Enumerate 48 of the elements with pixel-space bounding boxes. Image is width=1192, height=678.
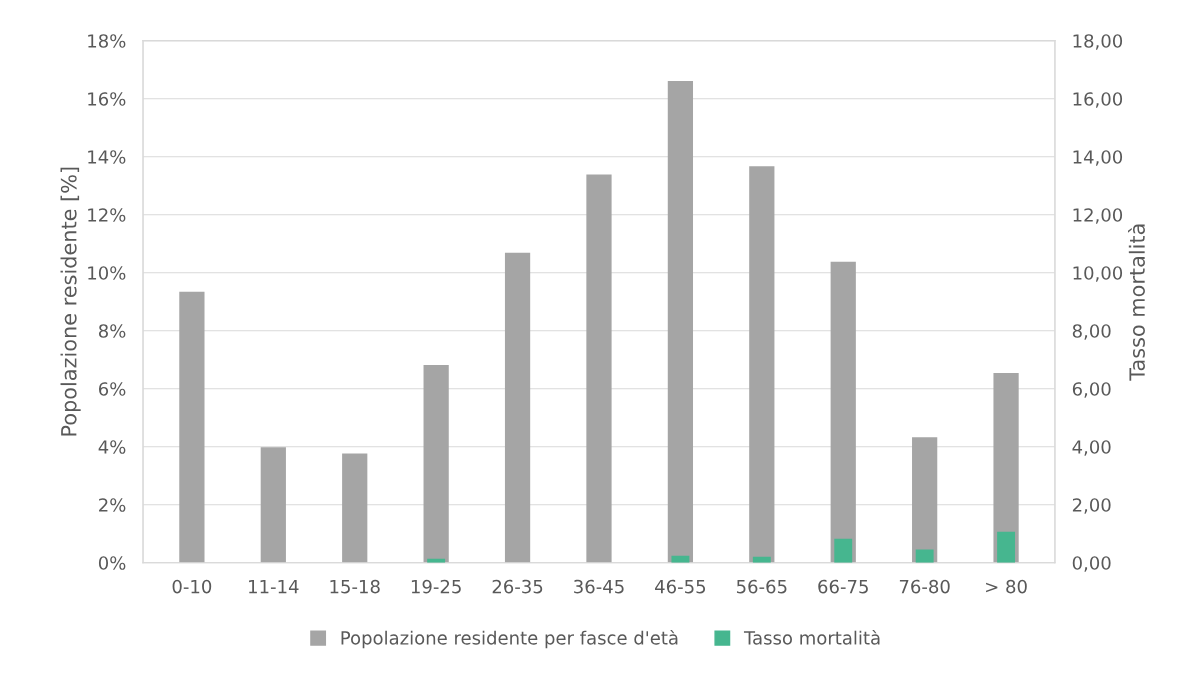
bar — [423, 364, 449, 563]
x-tick-label: 11-14 — [249, 579, 299, 594]
y2-tick-label: 4,00 — [1072, 440, 1111, 456]
bar — [667, 80, 694, 563]
y-tick-label: 2% — [99, 498, 126, 512]
x-tick-label: 56-65 — [736, 579, 787, 594]
bar — [830, 261, 856, 563]
legend-label: Popolazione residente per fasce d'età — [341, 629, 678, 649]
y2-tick-label: 8,00 — [1072, 324, 1111, 340]
y-tick-label: 12% — [88, 208, 126, 222]
y-tick-label: 4% — [98, 440, 126, 454]
bar — [997, 531, 1016, 563]
bar — [749, 166, 775, 563]
bar — [915, 549, 934, 563]
x-tick-label: 76-80 — [899, 579, 950, 594]
legend-label: Tasso mortalità — [743, 629, 880, 645]
y-tick-label: 14% — [88, 150, 126, 164]
y2-tick-label: 0,00 — [1072, 556, 1111, 572]
y-tick-label: 18% — [88, 34, 126, 48]
bar — [586, 174, 612, 563]
bar — [912, 437, 938, 563]
bar — [342, 453, 368, 563]
y2-tick-label: 10,00 — [1073, 266, 1123, 282]
y2-tick-label: 18,00 — [1073, 34, 1123, 50]
y-axis-title: Popolazione residente [%] — [60, 167, 81, 436]
y2-tick-label: 12,00 — [1073, 208, 1123, 224]
y2-tick-label: 16,00 — [1073, 92, 1123, 108]
x-tick-label: 0-10 — [172, 579, 212, 594]
x-tick-label: 26-35 — [492, 579, 543, 594]
y2-tick-label: 14,00 — [1073, 150, 1123, 166]
y-tick-label: 6% — [98, 382, 126, 396]
x-tick-label: > 80 — [986, 579, 1027, 594]
x-tick-label: 36-45 — [574, 579, 624, 594]
bar — [260, 447, 286, 563]
y-tick-label: 16% — [88, 92, 126, 106]
x-tick-label: 46-55 — [655, 579, 706, 594]
y-tick-label: 8% — [98, 324, 126, 338]
x-tick-label: 19-25 — [411, 579, 461, 594]
bar — [504, 252, 531, 563]
x-tick-label: 15-18 — [330, 579, 380, 594]
y-tick-label: 10% — [88, 266, 126, 280]
y2-axis-title: Tasso mortalità — [1128, 224, 1145, 381]
y2-tick-label: 6,00 — [1072, 382, 1111, 398]
bar — [179, 291, 205, 563]
y-tick-label: 0% — [98, 556, 126, 570]
y2-tick-label: 2,00 — [1072, 498, 1111, 514]
bar — [834, 538, 853, 563]
x-tick-label: 66-75 — [818, 579, 868, 594]
